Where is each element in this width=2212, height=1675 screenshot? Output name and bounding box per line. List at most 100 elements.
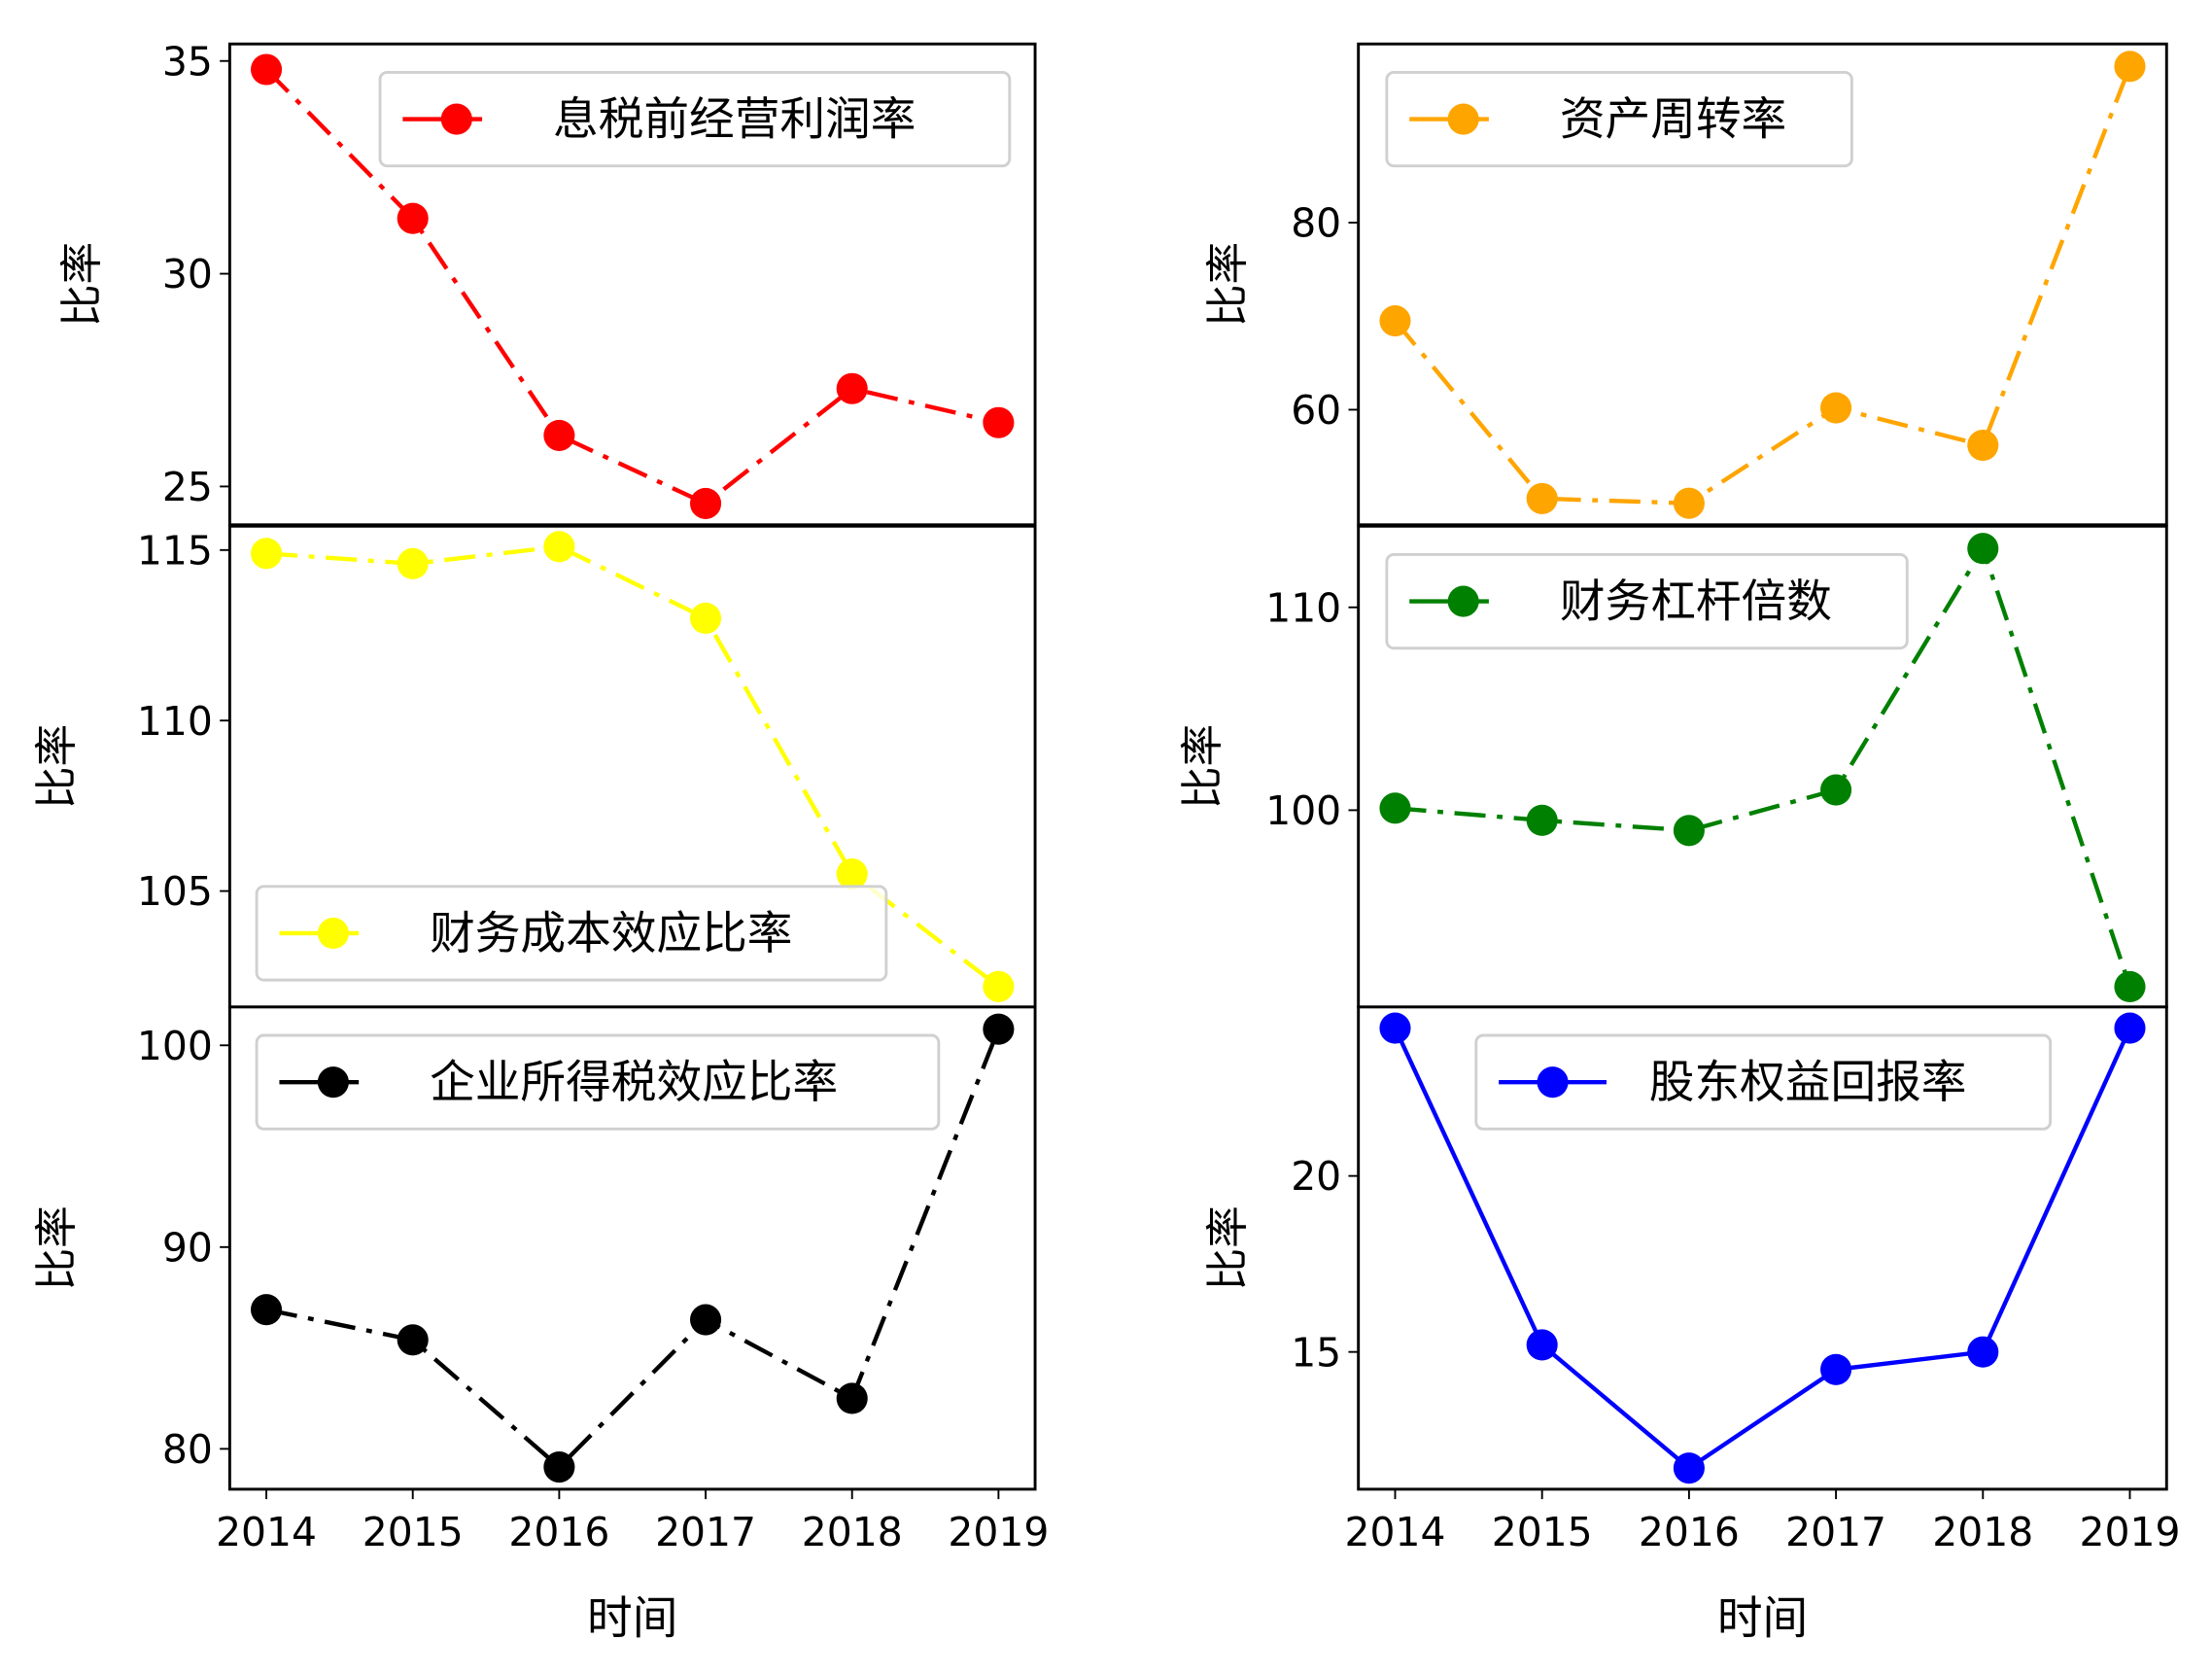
legend-marker [317, 917, 349, 950]
data-point [397, 547, 429, 579]
legend-frame [1385, 552, 1909, 650]
legend-frame [378, 70, 1012, 168]
x-axis-label: 时间 [587, 1593, 677, 1646]
y-tick-label: 115 [137, 527, 213, 574]
legend-frame [255, 1033, 941, 1131]
y-tick-label: 60 [1291, 387, 1341, 434]
panel-top-left: 25 30 35 比率 息税前经营利润率 [57, 38, 1037, 536]
y-tick-label: 100 [137, 1023, 213, 1069]
y-tick-label: 30 [162, 251, 213, 297]
data-point [1526, 482, 1558, 514]
y-tick-label: 35 [162, 38, 213, 85]
y-tick-label: 80 [1291, 200, 1341, 247]
x-tick-label: 2019 [2080, 1509, 2181, 1555]
legend-frame [1474, 1033, 2053, 1131]
legend-label: 股东权益回报率 [1649, 1057, 1967, 1109]
data-point [836, 1382, 868, 1414]
y-tick-label: 15 [1291, 1329, 1341, 1376]
data-point [983, 1013, 1015, 1045]
data-point [250, 53, 283, 86]
y-tick-label: 25 [162, 464, 213, 510]
data-point [2114, 970, 2146, 1003]
panel-middle-right: 100 110 比率 财务杠杆倍数 [1178, 524, 2168, 1018]
data-point [836, 857, 868, 890]
data-point [1820, 774, 1852, 806]
data-point [1673, 1452, 1705, 1484]
data-point [543, 1451, 575, 1483]
data-point [1379, 792, 1411, 824]
data-point [1379, 304, 1411, 337]
data-point [397, 1324, 429, 1356]
legend-label: 企业所得税效应比率 [430, 1057, 838, 1109]
y-axis-label: 比率 [32, 1205, 82, 1291]
y-tick-label: 20 [1291, 1153, 1341, 1200]
y-tick-label: 100 [1265, 787, 1341, 834]
x-tick-label: 2019 [948, 1509, 1049, 1555]
legend: 财务杠杆倍数 [1385, 552, 1909, 650]
x-tick-label: 2015 [1492, 1509, 1593, 1555]
y-tick-label: 80 [162, 1426, 213, 1473]
data-point [250, 538, 283, 570]
y-tick-label: 110 [137, 698, 213, 745]
y-axis-label: 比率 [32, 724, 82, 810]
x-tick-label: 2018 [802, 1509, 903, 1555]
data-point [397, 202, 429, 234]
x-tick-label: 2016 [508, 1509, 609, 1555]
data-point [1967, 429, 1999, 462]
data-point [1820, 392, 1852, 424]
data-point [690, 602, 722, 635]
x-tick-label: 2014 [216, 1509, 317, 1555]
x-tick-label: 2016 [1639, 1509, 1740, 1555]
data-point [983, 406, 1015, 438]
data-point [1673, 815, 1705, 847]
y-tick-label: 90 [162, 1224, 213, 1271]
data-point [250, 1294, 283, 1326]
legend-marker [440, 103, 472, 135]
series-line [264, 67, 999, 506]
y-axis-label: 比率 [1203, 242, 1253, 328]
series-line [1395, 543, 2132, 988]
data-point [1526, 804, 1558, 836]
legend-frame [1385, 70, 1853, 168]
data-point [2114, 1012, 2146, 1044]
legend-frame [255, 885, 888, 982]
data-point [2114, 51, 2146, 83]
data-point [690, 487, 722, 519]
legend-marker [1447, 103, 1479, 135]
x-tick-label: 2017 [655, 1509, 756, 1555]
legend-marker [317, 1066, 349, 1099]
x-tick-label: 2018 [1932, 1509, 2033, 1555]
data-point [543, 419, 575, 451]
data-point [836, 372, 868, 404]
series-line [1393, 65, 2132, 506]
legend-marker [1447, 585, 1479, 617]
y-tick-label: 110 [1265, 584, 1341, 631]
legend: 财务成本效应比率 [255, 885, 888, 982]
legend: 资产周转率 [1385, 70, 1853, 168]
x-axis-label: 时间 [1717, 1593, 1808, 1646]
legend-label: 息税前经营利润率 [553, 94, 916, 147]
plot-frame [227, 1005, 1037, 1491]
data-point [1820, 1353, 1852, 1385]
y-axis-label: 比率 [1203, 1205, 1253, 1291]
y-tick-label: 105 [137, 868, 213, 915]
x-tick-label: 2014 [1345, 1509, 1446, 1555]
series-line [1393, 1027, 2132, 1471]
data-point [1526, 1329, 1558, 1361]
legend-label: 资产周转率 [1560, 94, 1786, 147]
legend-label: 财务成本效应比率 [430, 908, 792, 960]
x-tick-label: 2017 [1785, 1509, 1886, 1555]
y-axis-label: 比率 [1178, 724, 1227, 810]
data-point [1673, 487, 1705, 519]
legend-marker [1537, 1066, 1569, 1099]
data-point [690, 1304, 722, 1336]
data-point [983, 970, 1015, 1002]
series-line [265, 1028, 1001, 1471]
panel-top-right: 60 80 比率 资产周转率 [1203, 42, 2168, 536]
legend: 息税前经营利润率 [378, 70, 1012, 168]
data-point [1967, 1336, 1999, 1368]
